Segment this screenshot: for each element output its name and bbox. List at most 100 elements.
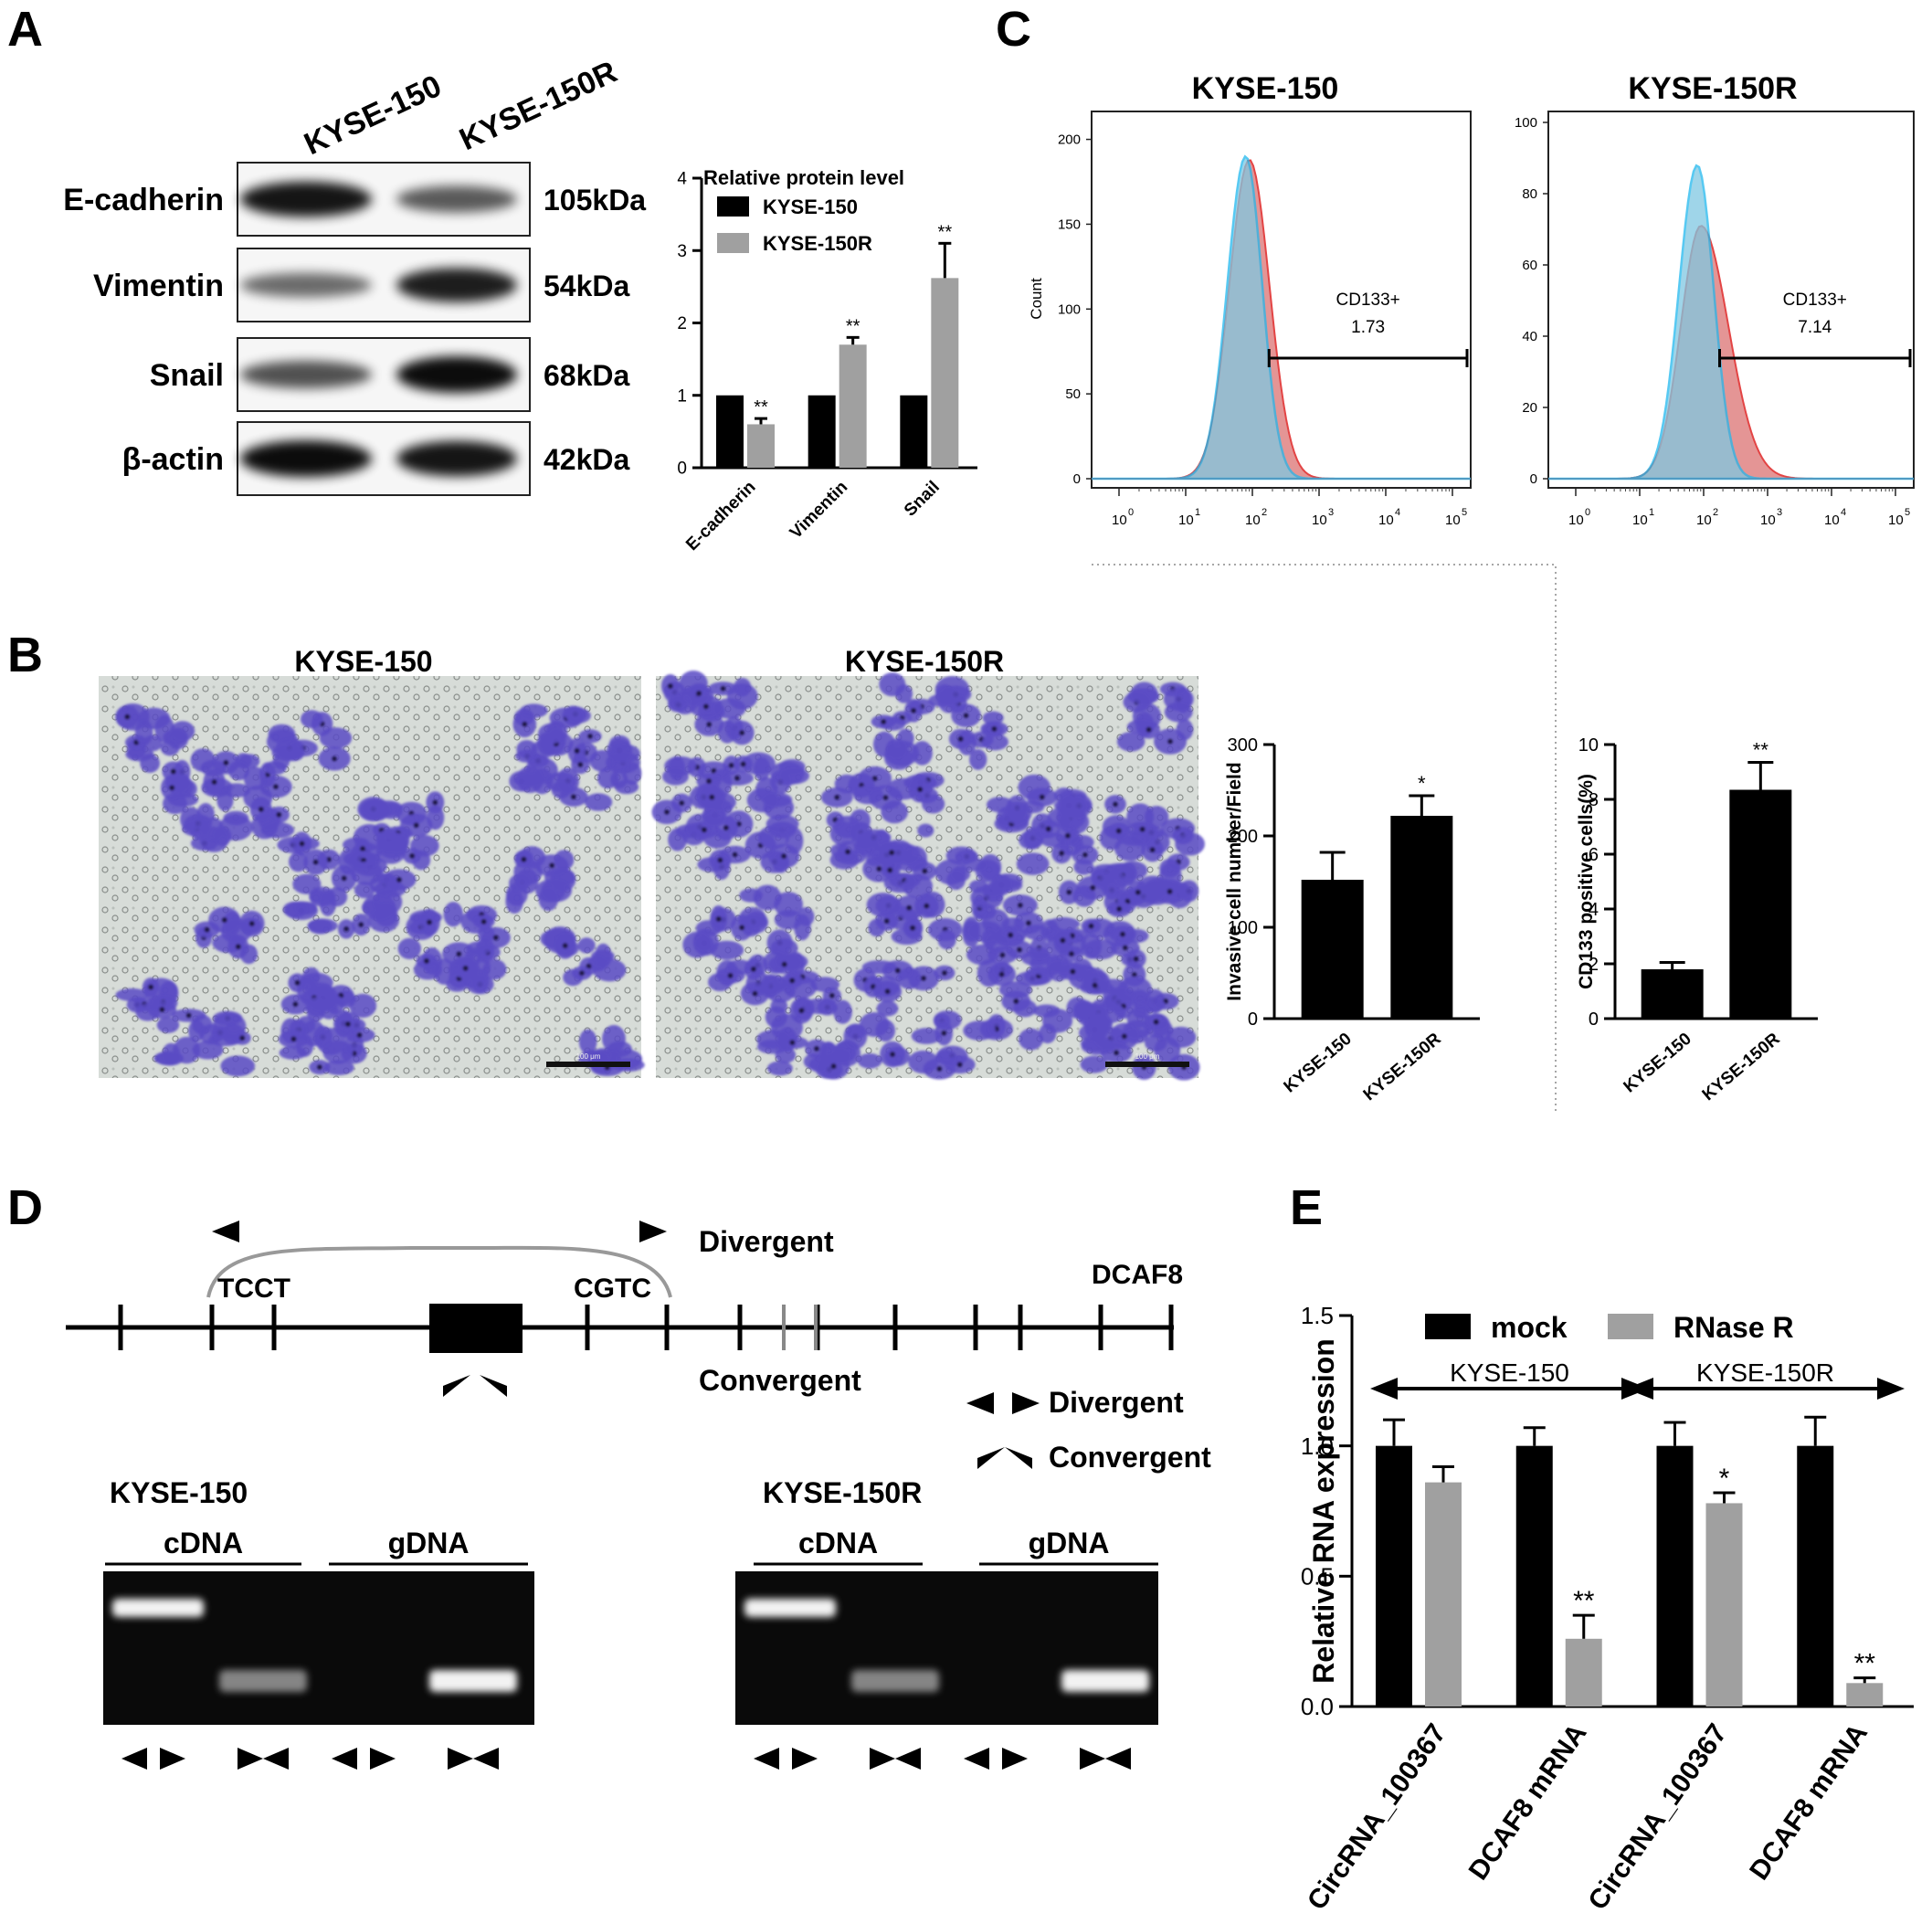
invading-cell — [982, 711, 1004, 725]
cell-nucleus — [423, 957, 429, 964]
cell-nucleus — [723, 825, 729, 831]
invading-cell — [305, 997, 328, 1018]
panel-letter-b: B — [7, 628, 43, 682]
x-tick-label: 10 — [1112, 513, 1127, 528]
invading-cell — [853, 785, 884, 805]
invading-cell — [551, 780, 572, 799]
invading-cell — [753, 756, 771, 781]
invading-cell — [565, 708, 591, 724]
invading-cell — [846, 1023, 866, 1040]
cell-nucleus — [924, 903, 930, 909]
invading-cell — [917, 823, 934, 838]
x-tick-exponent: 2 — [1262, 507, 1267, 518]
cell-nucleus — [789, 1040, 796, 1046]
bar — [1641, 969, 1704, 1019]
invading-cell — [212, 1012, 247, 1040]
x-tick-label: 10 — [1888, 513, 1904, 528]
invading-cell — [778, 758, 806, 776]
cell-nucleus — [223, 759, 229, 766]
invading-cell — [1145, 1034, 1167, 1052]
invading-cell — [180, 807, 203, 832]
cell-nucleus — [316, 1064, 322, 1071]
x-tick-exponent: 5 — [1462, 507, 1467, 518]
cell-nucleus — [1122, 945, 1128, 951]
x-tick-exponent: 1 — [1649, 507, 1654, 518]
y-tick-label: 60 — [1522, 258, 1537, 273]
convergent-primer-icon — [895, 1748, 921, 1770]
invading-cell — [770, 999, 788, 1014]
cell-nucleus — [720, 685, 726, 692]
cell-nucleus — [1039, 794, 1045, 800]
cell-nucleus — [957, 735, 964, 742]
convergent-primer-icon — [448, 1748, 473, 1770]
invading-cell — [1159, 859, 1181, 878]
cell-nucleus — [1133, 956, 1139, 962]
cell-nucleus — [1017, 946, 1023, 953]
cell-nucleus — [876, 866, 882, 872]
invading-cell — [323, 1060, 354, 1075]
legend-label: mock — [1491, 1311, 1568, 1344]
cell-nucleus — [1017, 902, 1023, 908]
significance-mark: ** — [1573, 1586, 1595, 1616]
cell-nucleus — [578, 970, 585, 977]
y-tick-label: 1.0 — [1301, 1432, 1334, 1460]
invading-cell — [881, 800, 908, 824]
cell-nucleus — [701, 827, 707, 833]
cell-nucleus — [1088, 923, 1094, 929]
invading-cell — [316, 1028, 347, 1055]
gel-band-upper — [744, 1599, 836, 1617]
bar — [1797, 1445, 1834, 1707]
invading-cell — [766, 1061, 793, 1076]
invading-cell — [585, 793, 613, 811]
y-axis-label: CD133 positive cells(%) — [1576, 774, 1597, 989]
blot-band — [240, 272, 372, 298]
invading-cell — [188, 1020, 206, 1042]
invading-cell — [933, 1010, 962, 1030]
significance-mark: ** — [1753, 739, 1769, 762]
cell-nucleus — [1112, 801, 1118, 808]
invading-cell — [289, 851, 309, 872]
cell-nucleus — [781, 961, 787, 967]
invading-cell — [713, 799, 733, 816]
significance-mark: * — [1418, 772, 1426, 795]
cell-nucleus — [739, 730, 745, 736]
legend-divergent-left-icon — [966, 1392, 994, 1414]
convergent-primer-icon — [473, 1748, 499, 1770]
cell-nucleus — [881, 718, 887, 724]
gate-label: CD133+ — [1783, 291, 1847, 310]
invading-cell — [981, 734, 1008, 751]
cell-nucleus — [829, 992, 835, 999]
x-tick-label: DCAF8 mRNA — [1463, 1718, 1593, 1886]
cell-nucleus — [889, 850, 895, 856]
y-tick-label: 40 — [1522, 329, 1537, 344]
gel-gdna-label: gDNA — [1029, 1527, 1110, 1559]
cell-nucleus — [480, 918, 487, 925]
significance-mark: ** — [1854, 1649, 1876, 1679]
gate-label: CD133+ — [1336, 291, 1400, 310]
x-tick-exponent: 0 — [1128, 507, 1134, 518]
invading-cell — [757, 825, 790, 850]
bar — [1565, 1638, 1602, 1707]
x-tick-exponent: 0 — [1585, 507, 1590, 518]
cell-nucleus — [884, 988, 891, 995]
panel-b-images: KYSE-150 KYSE-150R 100 μm 100 μm — [99, 645, 1205, 1081]
cell-nucleus — [921, 975, 927, 981]
invading-cell — [969, 749, 987, 770]
cell-nucleus — [356, 1031, 363, 1038]
cell-nucleus — [290, 1036, 297, 1042]
cell-nucleus — [358, 922, 364, 928]
invading-cell — [1166, 1026, 1197, 1048]
histogram-blue-curve — [1548, 164, 1914, 481]
cell-nucleus — [1167, 738, 1174, 745]
gel-image — [735, 1571, 1158, 1725]
cell-nucleus — [663, 809, 670, 815]
cell-nucleus — [667, 682, 673, 689]
exon-block — [429, 1304, 523, 1353]
cell-nucleus — [427, 919, 433, 925]
cell-nucleus — [845, 849, 851, 855]
cell-nucleus — [732, 851, 738, 858]
invading-cell — [849, 809, 871, 832]
cell-nucleus — [830, 1063, 837, 1070]
bar — [1301, 880, 1364, 1019]
